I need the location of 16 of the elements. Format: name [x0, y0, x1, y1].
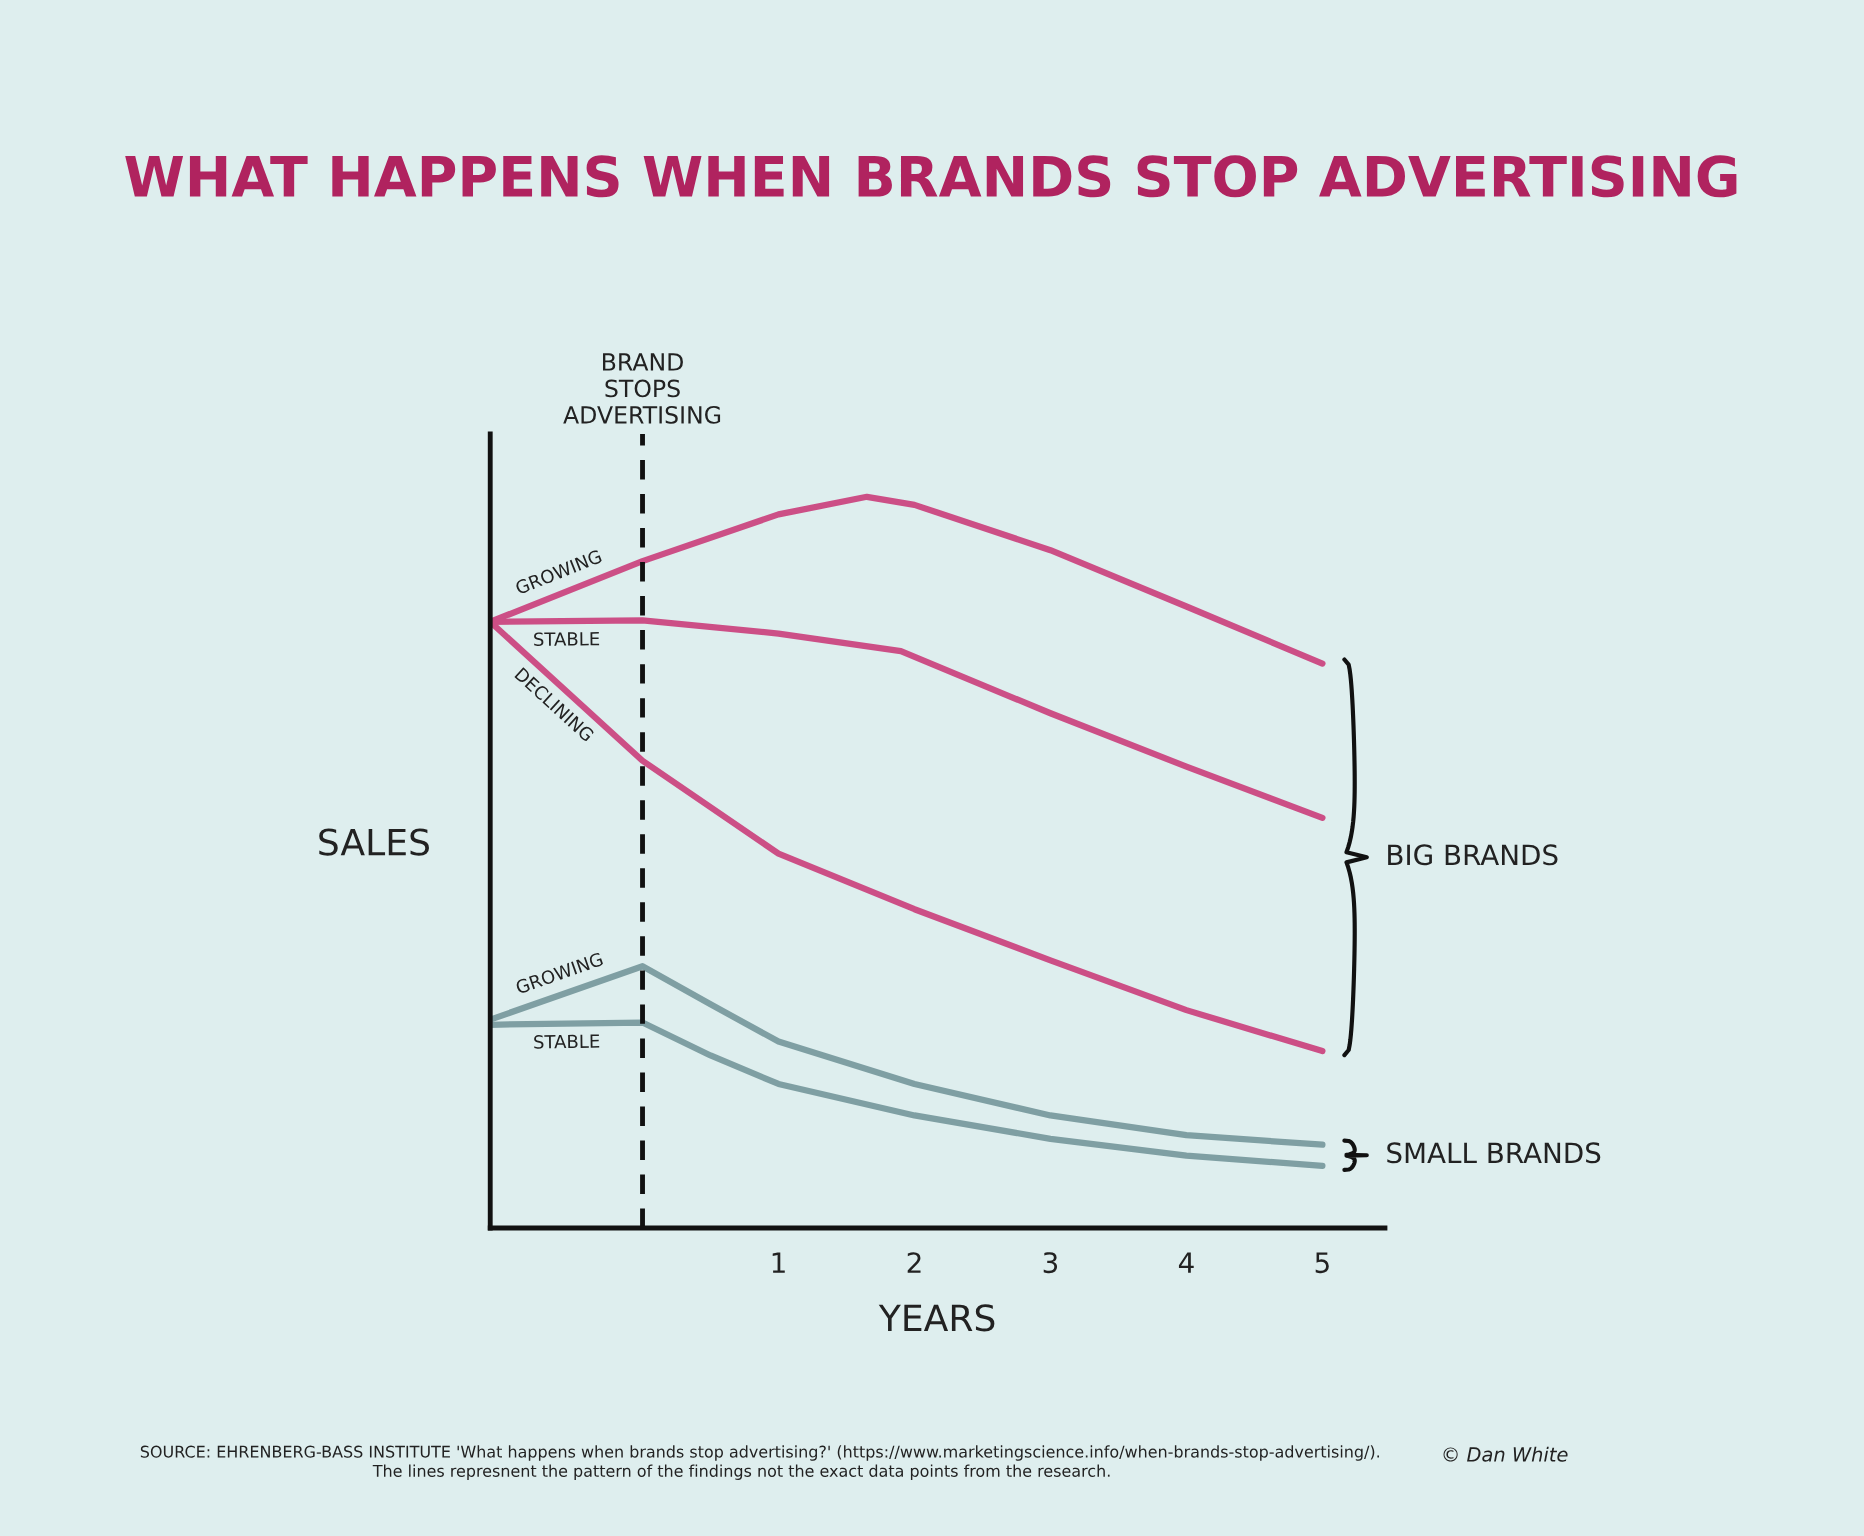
text: © Dan White: [1443, 1446, 1568, 1462]
x-tick-label: 2: [907, 1252, 921, 1273]
ref-line-label: BRAND STOPS ADVERTISING: [563, 353, 721, 424]
x-tick-label: 1: [772, 1252, 785, 1273]
text: BIG BRANDS: [1388, 844, 1558, 866]
series-label: STABLE: [534, 1034, 600, 1049]
source-note: SOURCE: EHRENBERG-BASS INSTITUTE 'What happens when brands stop advertising?' (https://www.marketingscience.info/when-brands-stop-advertising/).: [140, 1445, 1380, 1461]
text: SMALL BRANDS: [1387, 1142, 1601, 1164]
series-label: STABLE: [534, 631, 600, 647]
text: The lines represnent the pattern of the findings not the exact data points from the research.: [372, 1464, 1110, 1480]
x-axis-title: YEARS: [878, 1304, 995, 1332]
y-axis-title: SALES: [319, 828, 429, 856]
x-tick-label: 3: [1043, 1252, 1058, 1274]
x-tick-label: 4: [1178, 1252, 1194, 1273]
chart-title: WHAT HAPPENS WHEN BRANDS STOP ADVERTISING: [125, 155, 1737, 198]
x-tick-label: 5: [1315, 1252, 1329, 1274]
